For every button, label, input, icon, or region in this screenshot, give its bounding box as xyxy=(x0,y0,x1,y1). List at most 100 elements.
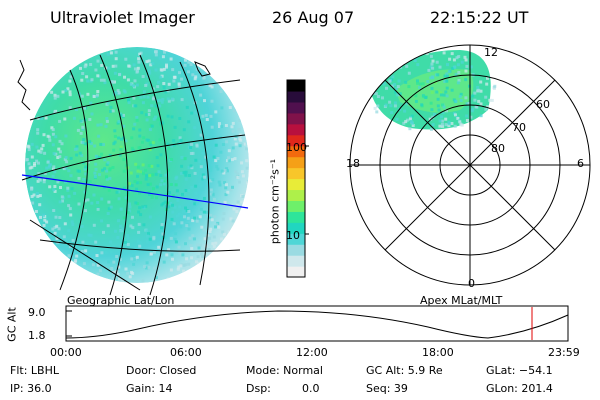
image-pixel xyxy=(234,142,238,146)
image-pixel xyxy=(155,50,158,54)
colorbar-swatch xyxy=(287,233,305,245)
image-pixel xyxy=(441,103,444,107)
image-pixel xyxy=(442,105,446,109)
image-pixel xyxy=(200,175,203,179)
image-pixel xyxy=(151,173,155,177)
image-pixel xyxy=(32,193,36,197)
image-pixel xyxy=(84,249,88,253)
image-pixel xyxy=(131,148,135,152)
image-pixel xyxy=(152,117,156,121)
image-pixel xyxy=(133,257,137,261)
image-pixel xyxy=(104,251,108,255)
image-pixel xyxy=(438,124,442,128)
image-pixel xyxy=(393,104,397,108)
image-pixel xyxy=(159,183,163,187)
image-pixel xyxy=(435,90,439,94)
image-pixel xyxy=(201,255,205,259)
image-pixel xyxy=(148,215,152,219)
image-pixel xyxy=(83,106,86,110)
altitude-xtick-4: 23:59 xyxy=(548,346,580,359)
image-pixel xyxy=(220,237,224,241)
image-pixel xyxy=(167,248,171,252)
image-pixel xyxy=(189,152,193,155)
image-pixel xyxy=(215,223,219,227)
image-pixel xyxy=(64,89,68,92)
image-pixel xyxy=(447,122,451,126)
image-pixel xyxy=(128,205,132,209)
image-pixel xyxy=(143,265,146,269)
dsp-status-label: Dsp: xyxy=(246,382,271,395)
image-pixel xyxy=(211,178,215,182)
image-pixel xyxy=(455,56,459,60)
image-pixel xyxy=(430,90,434,94)
image-pixel xyxy=(93,144,97,148)
image-pixel xyxy=(456,117,460,120)
image-pixel xyxy=(85,75,89,79)
image-pixel xyxy=(175,189,179,193)
image-pixel xyxy=(70,187,74,191)
image-pixel xyxy=(181,253,185,257)
image-pixel xyxy=(155,196,159,200)
image-pixel xyxy=(431,66,435,70)
image-pixel xyxy=(231,129,235,133)
image-pixel xyxy=(131,254,135,258)
image-pixel xyxy=(214,241,218,245)
colorbar xyxy=(286,79,309,278)
image-pixel xyxy=(53,189,57,193)
image-pixel xyxy=(469,115,473,119)
image-pixel xyxy=(157,117,160,121)
image-pixel xyxy=(118,153,122,157)
image-pixel xyxy=(209,114,213,118)
image-pixel xyxy=(169,202,173,205)
image-pixel xyxy=(431,123,435,127)
image-pixel xyxy=(90,78,94,82)
image-pixel xyxy=(233,157,237,161)
image-pixel xyxy=(390,111,394,115)
image-pixel xyxy=(136,169,140,173)
image-pixel xyxy=(184,170,188,174)
image-pixel xyxy=(51,174,55,178)
image-pixel xyxy=(393,83,396,86)
image-pixel xyxy=(53,110,57,114)
image-pixel xyxy=(88,118,92,121)
image-pixel xyxy=(193,126,197,130)
image-pixel xyxy=(52,165,56,169)
image-pixel xyxy=(128,202,131,206)
image-pixel xyxy=(109,51,113,55)
image-pixel xyxy=(167,99,171,103)
image-pixel xyxy=(55,230,59,234)
image-pixel xyxy=(145,173,149,177)
image-pixel xyxy=(67,254,71,258)
image-pixel xyxy=(44,116,48,120)
image-pixel xyxy=(39,215,42,219)
image-pixel xyxy=(172,143,176,147)
image-pixel xyxy=(109,109,112,113)
image-pixel xyxy=(421,82,425,86)
image-pixel xyxy=(112,260,116,264)
image-pixel xyxy=(145,60,149,64)
image-pixel xyxy=(137,60,141,64)
image-pixel xyxy=(54,152,58,156)
image-pixel xyxy=(469,65,473,69)
image-pixel xyxy=(182,128,186,132)
image-pixel xyxy=(407,85,411,89)
image-pixel xyxy=(437,108,441,112)
image-pixel xyxy=(220,169,224,173)
image-pixel xyxy=(124,57,128,61)
image-pixel xyxy=(445,72,449,76)
image-pixel xyxy=(395,117,399,121)
image-pixel xyxy=(369,80,373,84)
image-pixel xyxy=(117,197,121,201)
image-pixel xyxy=(178,71,181,75)
image-pixel xyxy=(119,229,122,233)
image-pixel xyxy=(37,172,41,176)
image-pixel xyxy=(38,194,42,198)
image-pixel xyxy=(180,214,184,218)
image-pixel xyxy=(187,210,191,213)
image-pixel xyxy=(122,169,126,173)
image-pixel xyxy=(135,118,139,122)
image-pixel xyxy=(64,156,68,159)
image-pixel xyxy=(388,79,392,83)
image-pixel xyxy=(198,160,202,163)
image-pixel xyxy=(245,147,248,151)
